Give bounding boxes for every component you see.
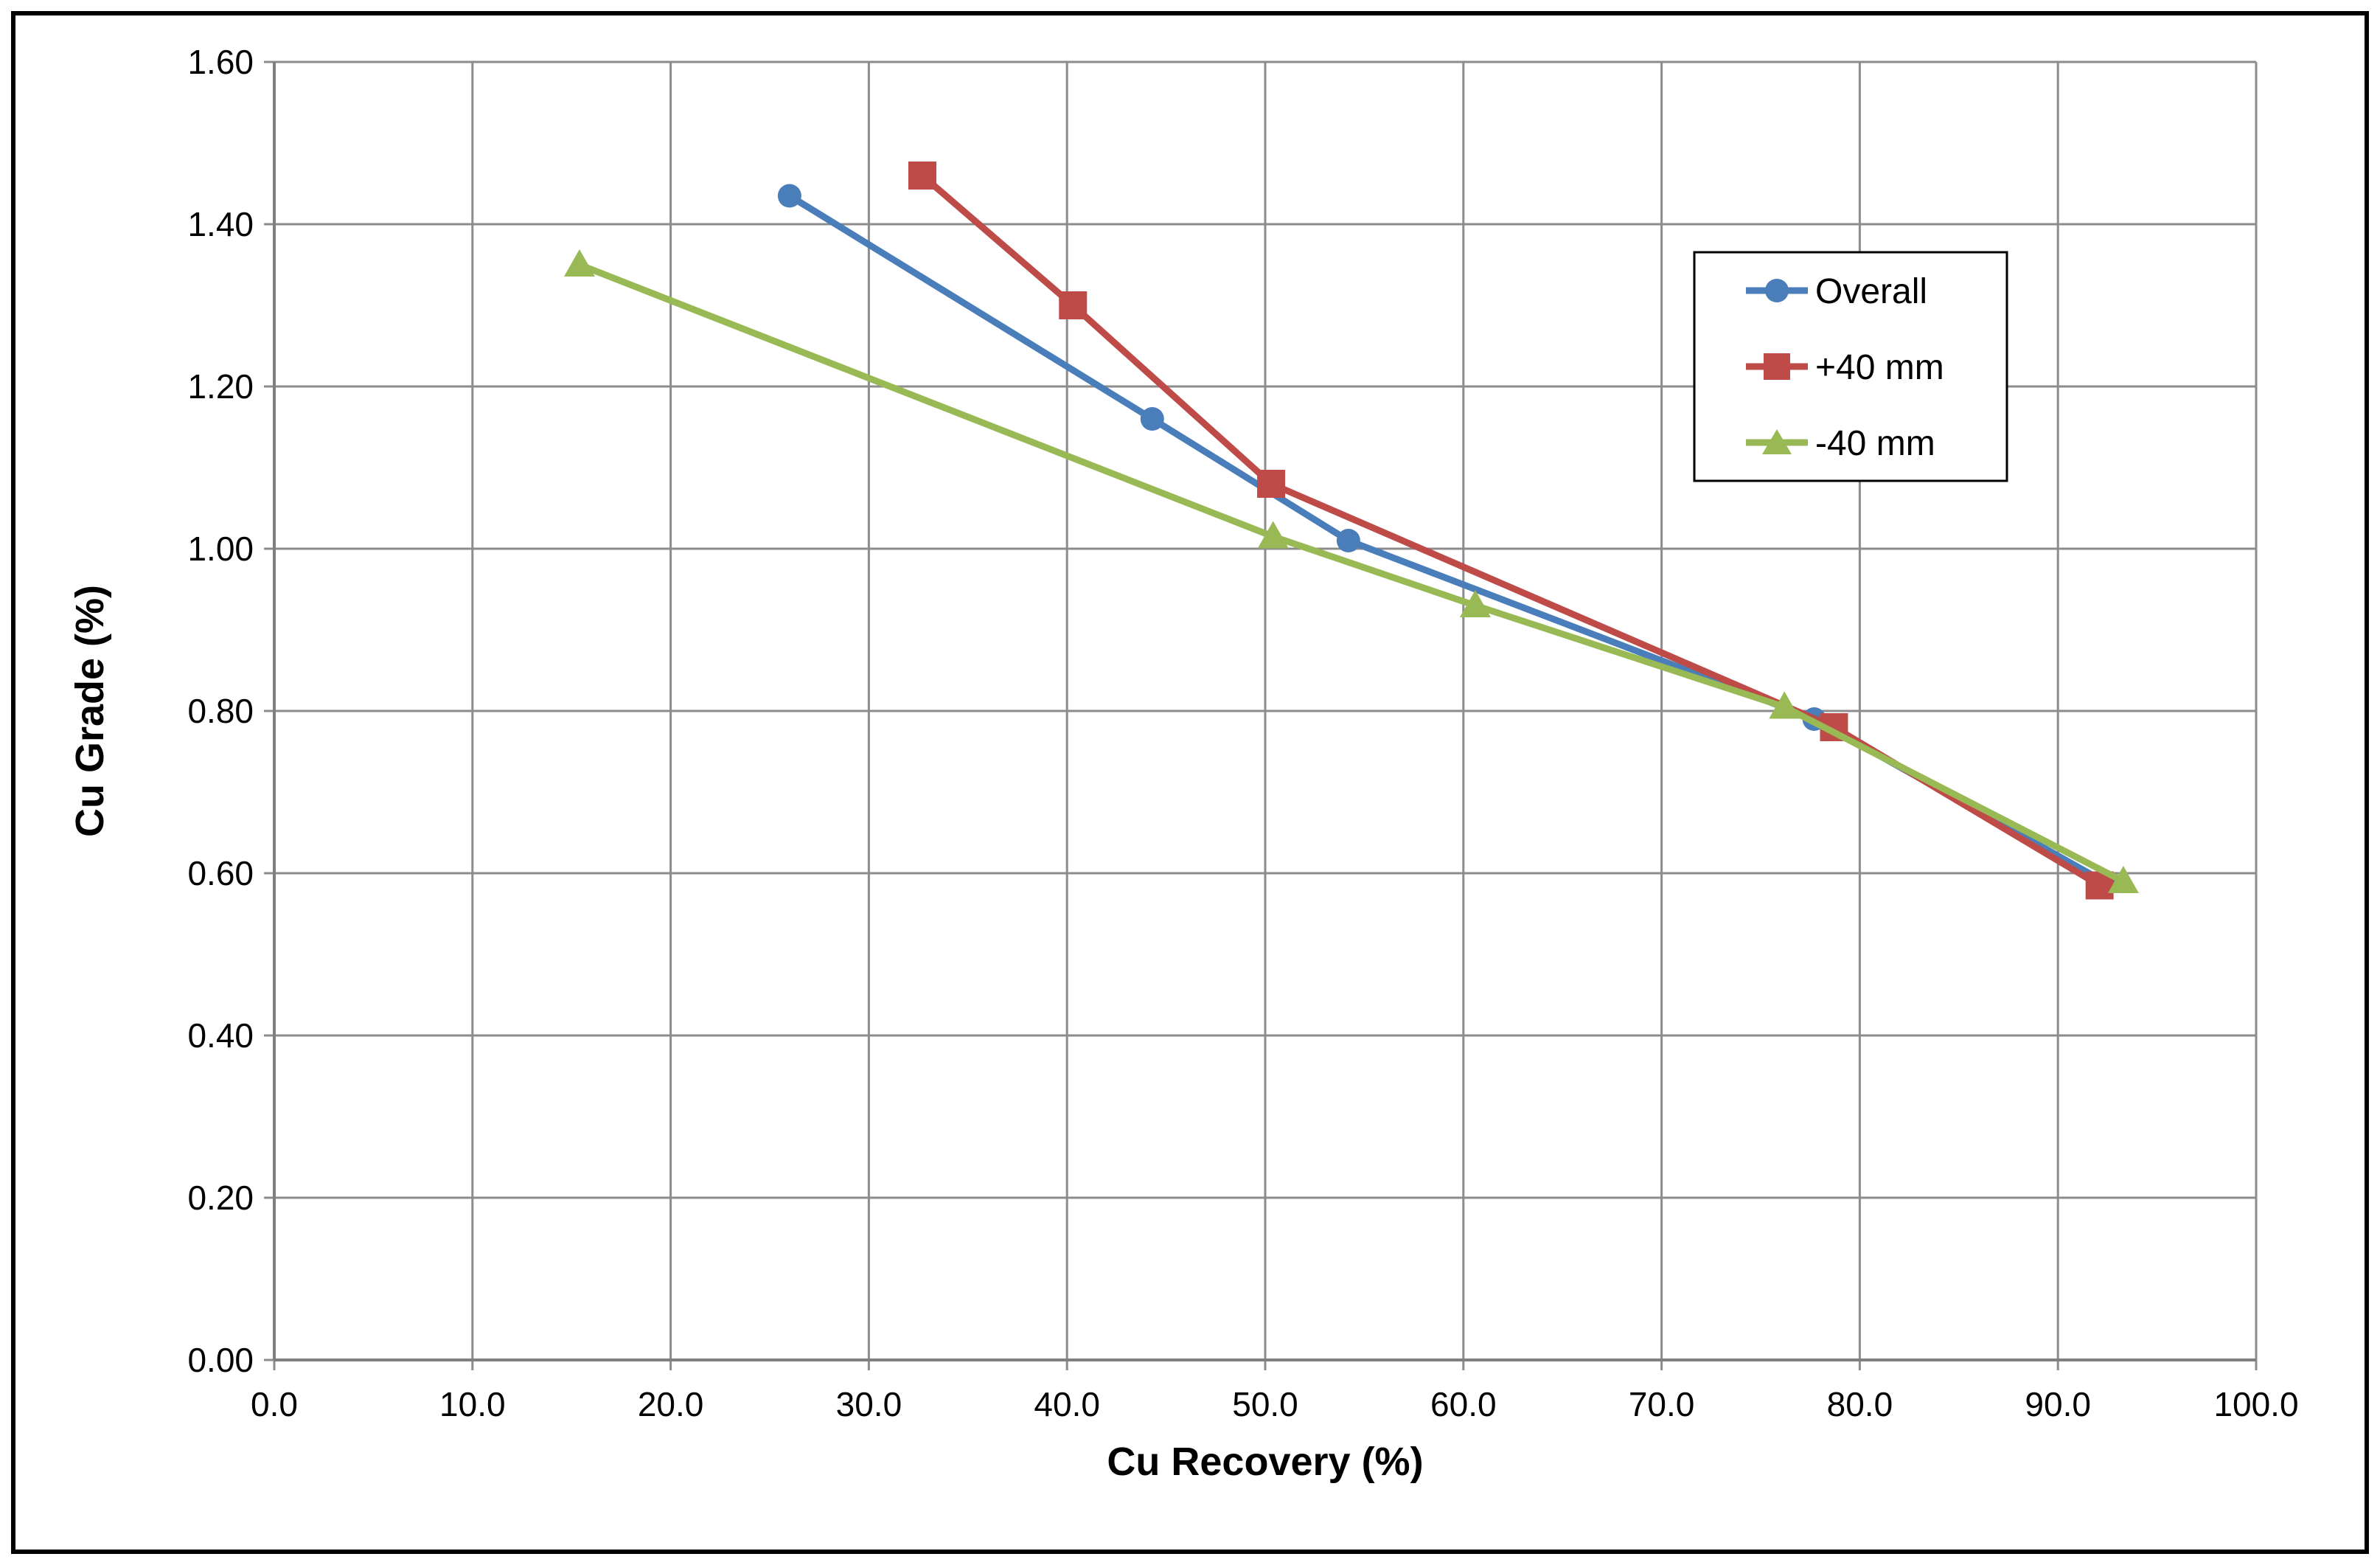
data-point-minus40mm: [2107, 866, 2139, 893]
legend: Overall +40 mm -40 mm: [1693, 251, 2008, 482]
y-axis-title: Cu Grade (%): [68, 585, 112, 837]
data-point-plus40mm: [1059, 291, 1088, 319]
x-tick-label: 80.0: [1827, 1385, 1893, 1423]
y-tick-label: 1.20: [187, 367, 254, 406]
y-tick-label: 0.60: [187, 854, 254, 892]
axes: [273, 62, 2256, 1361]
data-point-minus40mm: [1257, 521, 1289, 549]
legend-marker-overall: [1765, 279, 1789, 302]
x-tick-label: 0.0: [251, 1385, 298, 1423]
legend-item-minus40: -40 mm: [1746, 424, 1935, 463]
legend-label-plus40: +40 mm: [1815, 348, 1944, 387]
y-tick-label: 1.60: [187, 43, 254, 81]
x-tick-label: 90.0: [2025, 1385, 2091, 1423]
data-point-overall: [1336, 529, 1360, 552]
x-tick-label: 100.0: [2213, 1385, 2298, 1423]
series-minus40mm: [563, 249, 2139, 893]
data-point-plus40mm: [908, 162, 936, 190]
x-tick-label: 60.0: [1430, 1385, 1497, 1423]
legend-label-overall: Overall: [1815, 272, 1927, 311]
y-tick-label: 0.80: [187, 692, 254, 730]
tick-labels: 0.0 10.0 20.0 30.0 40.0 50.0 60.0 70.0 80.0 90.0 1…: [187, 43, 2298, 1423]
x-tick-label: 50.0: [1232, 1385, 1298, 1423]
x-tick-label: 20.0: [638, 1385, 704, 1423]
data-point-minus40mm: [1459, 590, 1491, 617]
y-tick-label: 0.40: [187, 1016, 254, 1055]
y-tick-label: 0.00: [187, 1341, 254, 1379]
data-point-plus40mm: [1257, 470, 1286, 498]
legend-item-plus40: +40 mm: [1746, 348, 1944, 387]
legend-item-overall: Overall: [1746, 272, 1927, 311]
x-axis-title: Cu Recovery (%): [1107, 1440, 1423, 1484]
grid: [264, 60, 2258, 1370]
legend-label-minus40: -40 mm: [1815, 424, 1935, 463]
legend-marker-minus40: [1762, 429, 1792, 454]
y-tick-label: 0.20: [187, 1179, 254, 1217]
x-tick-label: 10.0: [439, 1385, 506, 1423]
y-tick-label: 1.40: [187, 205, 254, 243]
series-layer: [563, 162, 2139, 900]
data-point-overall: [1140, 407, 1164, 431]
data-point-minus40mm: [1769, 691, 1800, 719]
x-tick-label: 40.0: [1034, 1385, 1100, 1423]
y-tick-label: 1.00: [187, 530, 254, 568]
data-point-overall: [777, 184, 801, 208]
x-tick-label: 70.0: [1629, 1385, 1695, 1423]
legend-marker-plus40: [1764, 353, 1790, 380]
x-tick-label: 30.0: [836, 1385, 902, 1423]
data-point-minus40mm: [563, 249, 595, 277]
